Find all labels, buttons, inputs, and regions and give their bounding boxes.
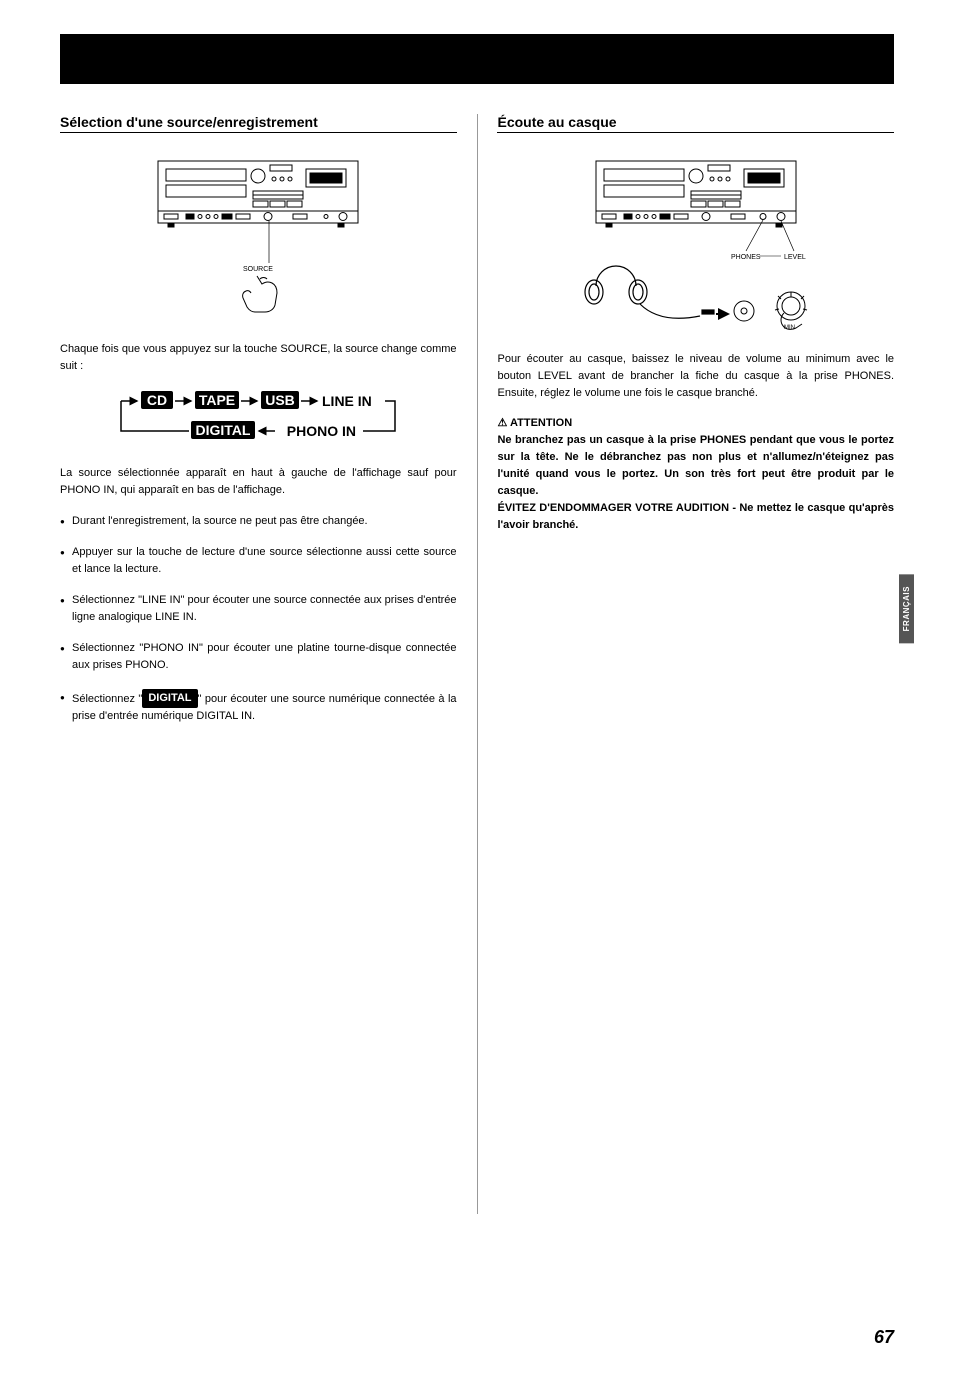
bullet-item: Sélectionnez "LINE IN" pour écouter une … — [60, 592, 457, 626]
flow-plain-phonoin: PHONO IN — [287, 423, 356, 439]
bullet-item-digital: Sélectionnez "DIGITAL" pour écouter une … — [60, 689, 457, 725]
left-intro-text: Chaque fois que vous appuyez sur la touc… — [60, 341, 457, 375]
phones-device-figure: PHONES LEVEL — [566, 151, 826, 331]
bullet-item: Appuyer sur la touche de lecture d'une s… — [60, 544, 457, 578]
source-label: SOURCE — [243, 266, 273, 273]
bullet-badge-prefix: Sélectionnez " — [72, 693, 142, 705]
warning-icon: ⚠ — [497, 417, 507, 429]
attention-heading: ⚠ ATTENTION — [497, 416, 894, 429]
attention-text-2: ÉVITEZ D'ENDOMMAGER VOTRE AUDITION - Ne … — [497, 502, 894, 531]
column-divider — [477, 114, 478, 1214]
language-tab: FRANÇAIS — [899, 574, 914, 643]
flow-badge-cd: CD — [147, 392, 167, 408]
attention-body: Ne branchez pas un casque à la prise PHO… — [497, 432, 894, 534]
inline-badge-digital: DIGITAL — [142, 689, 197, 708]
attention-label-text: ATTENTION — [510, 417, 572, 429]
right-intro-text: Pour écouter au casque, baissez le nivea… — [497, 351, 894, 402]
source-flow-diagram: CD TAPE USB LINE IN PHONO IN DIGITAL — [113, 389, 403, 449]
left-bullet-list: Durant l'enregistrement, la source ne pe… — [60, 513, 457, 724]
right-column: Écoute au casque — [497, 114, 894, 1214]
content-columns: Sélection d'une source/enregistrement — [0, 84, 954, 1214]
flow-badge-tape: TAPE — [199, 392, 235, 408]
right-heading: Écoute au casque — [497, 114, 894, 133]
flow-badge-usb: USB — [265, 392, 295, 408]
source-device-figure: SOURCE — [138, 151, 378, 321]
level-label: LEVEL — [784, 254, 806, 261]
left-heading: Sélection d'une source/enregistrement — [60, 114, 457, 133]
left-after-flow-text: La source sélectionnée apparaît en haut … — [60, 465, 457, 499]
flow-plain-linein: LINE IN — [322, 393, 372, 409]
flow-badge-digital: DIGITAL — [196, 422, 251, 438]
header-blackbar — [60, 34, 894, 84]
bullet-item: Durant l'enregistrement, la source ne pe… — [60, 513, 457, 530]
bullet-item: Sélectionnez "PHONO IN" pour écouter une… — [60, 640, 457, 674]
min-label: MIN — [784, 325, 795, 331]
page-number: 67 — [874, 1327, 894, 1348]
attention-text-1: Ne branchez pas un casque à la prise PHO… — [497, 434, 894, 497]
phones-label: PHONES — [731, 254, 761, 261]
left-column: Sélection d'une source/enregistrement — [60, 114, 457, 1214]
